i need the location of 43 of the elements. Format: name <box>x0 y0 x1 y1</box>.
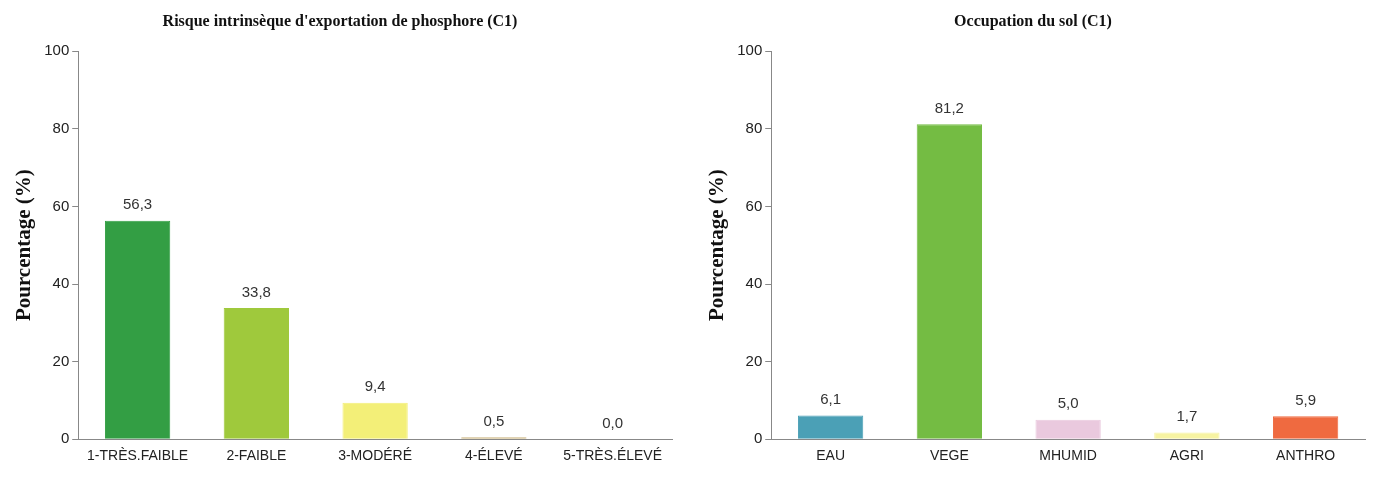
y-axis-title: Pourcentage (%) <box>704 169 729 322</box>
chart-title: Occupation du sol (C1) <box>954 11 1112 30</box>
y-axis-title: Pourcentage (%) <box>11 169 36 322</box>
y-tick-label: 40 <box>52 274 70 292</box>
data-label: 0,0 <box>602 413 624 431</box>
y-tick-label: 80 <box>745 118 763 136</box>
data-label: 9,4 <box>364 377 386 395</box>
x-tick-label: 3-MODÉRÉ <box>338 447 413 464</box>
x-tick-label: 4-ÉLEVÉ <box>465 447 523 464</box>
y-tick-label: 100 <box>737 41 763 59</box>
bar <box>797 415 864 439</box>
x-tick-label: VEGE <box>929 447 969 464</box>
bar <box>342 402 408 439</box>
y-tick-label: 0 <box>60 429 70 447</box>
y-tick-label: 60 <box>52 196 70 214</box>
y-tick-label: 20 <box>52 351 70 369</box>
bar <box>104 220 171 439</box>
data-label: 1,7 <box>1176 407 1198 425</box>
data-label: 81,2 <box>934 98 964 116</box>
y-tick-label: 40 <box>745 274 763 292</box>
chart-title: Risque intrinsèque d'exportation de phosphore (C1) <box>162 11 518 30</box>
data-label: 33,8 <box>241 282 271 300</box>
bar <box>1272 416 1339 439</box>
x-tick-label: 2-FAIBLE <box>226 447 287 464</box>
bar <box>223 308 290 439</box>
y-tick-label: 0 <box>753 429 763 447</box>
x-tick-label: MHUMID <box>1039 447 1097 464</box>
y-tick-label: 80 <box>52 118 70 136</box>
x-tick-label: ANTHRO <box>1276 447 1336 464</box>
bar <box>916 124 983 439</box>
y-tick-label: 20 <box>745 351 763 369</box>
x-tick-label: AGRI <box>1169 447 1204 464</box>
data-label: 5,0 <box>1057 394 1079 412</box>
y-tick-label: 100 <box>44 41 70 59</box>
x-tick-label: 1-TRÈS.FAIBLE <box>87 447 189 464</box>
bar <box>1035 419 1101 439</box>
data-label: 5,9 <box>1295 390 1317 408</box>
x-tick-label: EAU <box>816 447 845 464</box>
x-tick-label: 5-TRÈS.ÉLEVÉ <box>563 447 663 464</box>
y-tick-label: 60 <box>745 196 763 214</box>
data-label: 0,5 <box>483 411 505 429</box>
data-label: 6,1 <box>820 390 842 408</box>
data-label: 56,3 <box>123 195 153 213</box>
